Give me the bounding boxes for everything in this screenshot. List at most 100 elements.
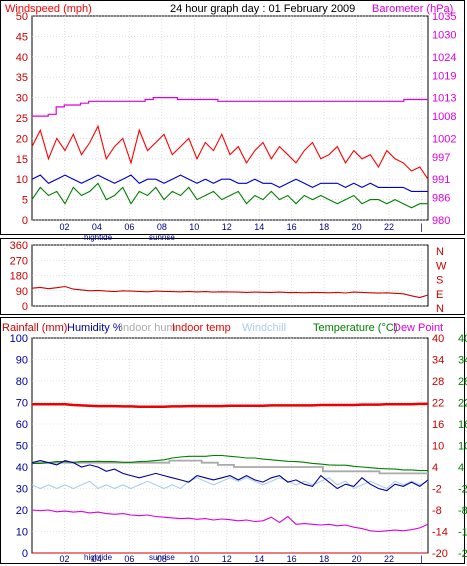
wind-y-tick-label: 35 [16, 72, 28, 84]
temperature-y-tick-label: -2 [432, 484, 442, 496]
temperature-x-tick-label: 20 [352, 554, 362, 564]
humidity-y-tick-label: 20 [16, 505, 28, 517]
direction-y-tick-label: 180 [10, 271, 28, 283]
dewpoint-y-tick-label: 10 [458, 441, 467, 453]
wind-y-tick-label: 40 [16, 52, 28, 64]
legend-dew-point: Dew Point [393, 322, 443, 334]
wind-y-tick-label: 25 [16, 113, 28, 125]
panel-3-frame [0, 317, 465, 564]
temperature-y-tick-label: 40 [432, 333, 444, 345]
temperature-x-tick-label: 16 [287, 554, 297, 564]
humidity-y-tick-label: 50 [16, 441, 28, 453]
barometer-y-tick-label: 1019 [432, 70, 456, 82]
series-line-windchill [31, 477, 429, 490]
wind-y-tick-label: 30 [16, 93, 28, 105]
temperature-y-tick-label: 34 [432, 355, 444, 367]
barometer-y-tick-label: 1013 [432, 93, 456, 105]
barometer-axis-label: Barometer (hPa) [372, 3, 453, 15]
wind-x-tick-label: | [420, 222, 422, 232]
wind-x-tick-label: 04 [92, 222, 102, 232]
humidity-y-tick-label: 80 [16, 376, 28, 388]
panel-2-frame [0, 238, 465, 315]
barometer-y-tick-label: 1002 [432, 133, 456, 145]
wind-x-tick-label: 14 [254, 222, 264, 232]
compass-label: N [436, 246, 444, 258]
dewpoint-y-tick-label: 34 [458, 355, 467, 367]
dewpoint-y-tick-label: 4 [458, 462, 464, 474]
barometer-y-tick-label: 991 [432, 174, 450, 186]
series-line-indoor-hum [32, 459, 428, 475]
direction-y-tick-label: 90 [16, 286, 28, 298]
wind-plot: 0510152025303540455098098699199710021008… [16, 11, 457, 232]
temperature-x-tick-label: 14 [254, 554, 264, 564]
hightide-annotation-2: hightide [84, 553, 113, 562]
direction-y-tick-label: 0 [22, 301, 28, 313]
wind-y-tick-label: 50 [16, 11, 28, 23]
sunrise-annotation-2: sunrise [149, 553, 175, 562]
dewpoint-y-tick-label: -8 [458, 505, 467, 517]
temperature-x-tick-label: 04 [92, 554, 102, 564]
wind-series-line-0 [32, 97, 428, 117]
barometer-y-tick-label: 1035 [432, 11, 456, 23]
barometer-y-tick-label: 1024 [432, 52, 456, 64]
temperature-x-tick-label: 02 [59, 554, 69, 564]
temperature-y-tick-label: -8 [432, 505, 442, 517]
barometer-y-tick-label: 1030 [432, 30, 456, 42]
compass-label: E [436, 289, 443, 301]
temperature-x-tick-label: 18 [319, 554, 329, 564]
wind-x-tick-label: 06 [124, 222, 134, 232]
dewpoint-y-tick-label: -2 [458, 484, 467, 496]
temperature-y-tick-label: 22 [432, 398, 444, 410]
humidity-y-tick-label: 100 [10, 333, 28, 345]
dewpoint-y-tick-label: 16 [458, 419, 467, 431]
temperature-y-tick-label: 16 [432, 419, 444, 431]
compass-label: W [436, 260, 447, 272]
wind-y-tick-label: 0 [22, 215, 28, 227]
temperature-y-tick-label: 4 [432, 462, 438, 474]
wind-x-tick-label: 18 [319, 222, 329, 232]
legend-windchill: Windchill [242, 322, 286, 334]
temperature-x-tick-label: 08 [157, 554, 167, 564]
dewpoint-y-tick-label: -20 [458, 548, 467, 560]
temperature-x-tick-label: 10 [189, 554, 199, 564]
wind-x-tick-label: 10 [189, 222, 199, 232]
temperature-x-tick-label: | [420, 554, 422, 564]
series-line-dew-point [31, 509, 429, 533]
wind-series-line-2 [31, 174, 428, 192]
compass-label: N [436, 303, 444, 315]
wind-x-tick-label: 02 [59, 222, 69, 232]
temperature-x-tick-label: 12 [222, 554, 232, 564]
compass-label: S [436, 275, 443, 287]
wind-x-tick-label: 20 [352, 222, 362, 232]
wind-y-tick-label: 10 [16, 174, 28, 186]
barometer-y-tick-label: 986 [432, 193, 450, 205]
series-line-temperature [32, 454, 428, 472]
legend-humidity: Humidity % [67, 322, 123, 334]
legend-indoor-temp: Indoor temp [172, 322, 231, 334]
barometer-y-tick-label: 997 [432, 152, 450, 164]
legend-temperature: Temperature (°C) [313, 322, 397, 334]
temperature-y-tick-label: -14 [432, 527, 448, 539]
dewpoint-y-tick-label: 28 [458, 376, 467, 388]
legend-rainfall: Rainfall (mm) [2, 322, 67, 334]
wind-y-tick-label: 45 [16, 31, 28, 43]
temperature-plot: 0 10 20 30 40 50 60 70 80 90 100 -20 -14 -8 -2 4 10 16 22 2… [10, 333, 467, 564]
wind-series-line-1 [31, 124, 429, 180]
direction-y-tick-label: 270 [10, 255, 28, 267]
temperature-x-tick-label: 06 [124, 554, 134, 564]
wind-x-tick-label: 08 [157, 222, 167, 232]
temperature-y-tick-label: 10 [432, 441, 444, 453]
wind-x-tick-label: 22 [384, 222, 394, 232]
temperature-y-tick-label: -20 [432, 548, 448, 560]
temperature-y-tick-label: 28 [432, 376, 444, 388]
barometer-y-tick-label: 1008 [432, 111, 456, 123]
humidity-y-tick-label: 10 [16, 527, 28, 539]
wind-y-tick-label: 15 [16, 154, 28, 166]
dewpoint-y-tick-label: 40 [458, 333, 467, 345]
humidity-y-tick-label: 60 [16, 419, 28, 431]
panel-1-frame [0, 0, 465, 235]
wind-series-line-3 [31, 182, 428, 209]
wind-x-tick-label: 12 [222, 222, 232, 232]
